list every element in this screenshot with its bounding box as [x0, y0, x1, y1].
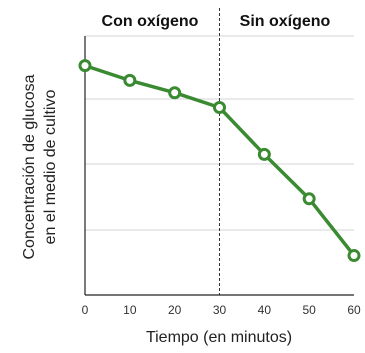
x-tick-label: 30 — [213, 303, 227, 317]
data-point — [213, 101, 226, 115]
region-label-con-oxigeno: Con oxígeno — [102, 13, 199, 30]
y-axis-label-line-2: en el medio de cultivo — [42, 90, 59, 245]
data-point — [347, 249, 361, 263]
x-tick-label: 60 — [347, 303, 361, 317]
x-axis-label: Tiempo (en minutos) — [146, 329, 292, 346]
region-label-sin-oxigeno: Sin oxígeno — [240, 13, 331, 30]
y-axis-label-line-1: Concentración de glucosa — [21, 74, 38, 259]
data-points — [78, 59, 361, 263]
x-tick-label: 10 — [123, 303, 137, 317]
x-tick-label: 50 — [302, 303, 316, 317]
x-tick-label: 20 — [168, 303, 182, 317]
data-point — [78, 59, 92, 73]
x-tick-label: 0 — [82, 303, 89, 317]
data-point — [123, 73, 137, 87]
data-point — [257, 147, 271, 161]
data-point — [302, 192, 316, 206]
x-tick-labels: 0 10 20 30 40 50 60 — [82, 303, 361, 317]
x-tick-label: 40 — [258, 303, 272, 317]
data-point — [168, 86, 182, 100]
